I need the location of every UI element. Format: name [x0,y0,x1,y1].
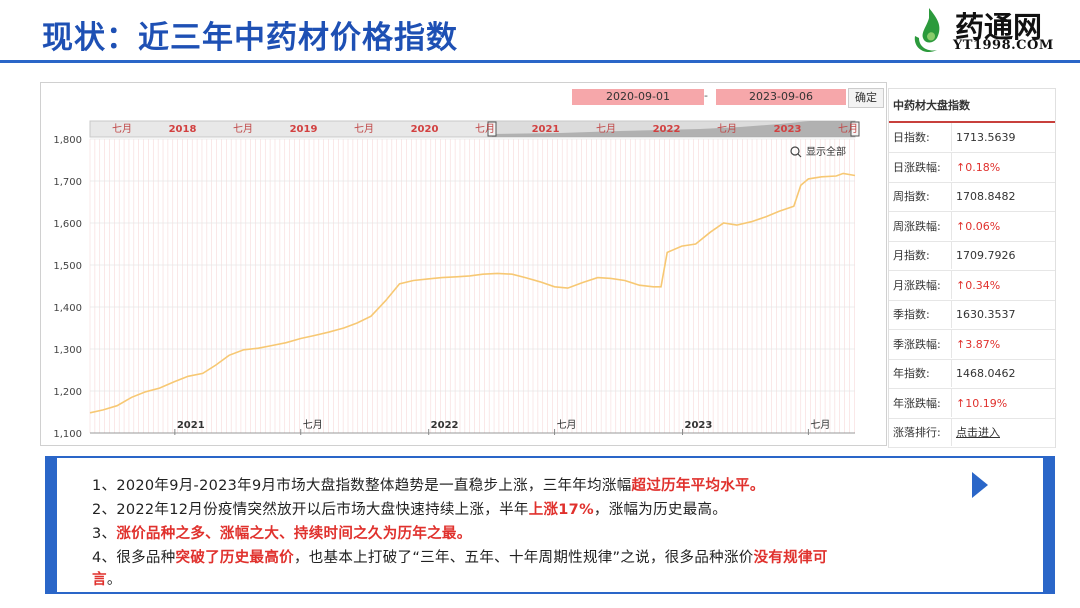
panel-row-label: 季涨跌幅: [893,337,941,351]
panel-row-label: 年涨跌幅: [893,396,941,410]
date-separator: - [704,89,708,102]
body-text: 3、 [92,526,117,542]
start-date-input[interactable]: 2020-09-01 [572,89,704,105]
panel-row: 日指数: 1713.5639 [889,123,1055,153]
panel-row: 周涨跌幅: ↑0.06% [889,211,1055,242]
highlight-text: 没有规律可 [753,550,828,566]
highlight-text: 上涨17% [528,502,594,518]
summary-line: 2、2022年12月份疫情突然放开以后市场大盘快速持续上涨，半年上涨17%，涨幅… [92,498,727,519]
chart-frame [40,82,887,446]
panel-row: 季指数: 1630.3537 [889,300,1055,330]
body-text: ，涨幅为历史最高。 [593,502,728,518]
panel-row-value: 1713.5639 [951,123,1051,151]
panel-row[interactable]: 涨落排行: 点击进入 [889,418,1055,448]
arrow-right-icon [972,472,988,498]
body-text: 2、2022年12月份疫情突然放开以后市场大盘快速持续上涨，半年 [92,502,529,518]
ranking-link[interactable]: 点击进入 [951,418,1051,446]
panel-row-value: ↑3.87% [951,329,1051,358]
panel-title: 中药材大盘指数 [889,89,1055,123]
panel-row: 季涨跌幅: ↑3.87% [889,329,1055,360]
logo-name: 药通网 [955,10,1043,44]
panel-row-label: 年指数: [893,367,930,380]
body-text: ，也基本上打破了“三年、五年、十年周期性规律”之说，很多品种涨价 [293,550,754,566]
logo-url: YT1998.COM [953,38,1054,53]
index-panel: 中药材大盘指数 日指数: 1713.5639 日涨跌幅: ↑0.18% 周指数: 1708… [888,88,1056,448]
confirm-button[interactable]: 确定 [848,88,884,108]
summary-box [45,456,1055,594]
panel-row-value: 1708.8482 [951,182,1051,210]
panel-row-value: ↑0.34% [951,270,1051,299]
panel-row-value: 1468.0462 [951,359,1051,387]
panel-row-label: 周指数: [893,190,930,203]
summary-line: 言。 [92,568,122,589]
highlight-text: 言 [92,572,107,588]
body-text: 1、2020年9月-2023年9月市场大盘指数整体趋势是一直稳步上涨，三年年均涨… [92,478,632,494]
panel-row-value: ↑0.06% [951,211,1051,240]
summary-box-right-bar [1043,456,1055,594]
leaf-swirl-icon [914,8,940,53]
panel-row: 月指数: 1709.7926 [889,241,1055,271]
summary-line: 3、涨价品种之多、涨幅之大、持续时间之久为历年之最。 [92,522,472,543]
panel-row-value: 1709.7926 [951,241,1051,269]
summary-line: 1、2020年9月-2023年9月市场大盘指数整体趋势是一直稳步上涨，三年年均涨… [92,474,765,495]
panel-row: 周指数: 1708.8482 [889,182,1055,212]
panel-row-label: 日涨跌幅: [893,160,941,174]
title-divider [0,60,1080,63]
panel-row: 日涨跌幅: ↑0.18% [889,152,1055,183]
panel-row-value: ↑0.18% [951,152,1051,181]
logo: 药通网 YT1998.COM [905,2,1077,60]
end-date-input[interactable]: 2023-09-06 [716,89,846,105]
panel-row: 月涨跌幅: ↑0.34% [889,270,1055,301]
body-text: 4、很多品种 [92,550,176,566]
highlight-text: 超过历年平均水平。 [631,478,765,494]
highlight-text: 涨价品种之多、涨幅之大、持续时间之久为历年之最。 [116,526,472,542]
panel-row-label: 季指数: [893,308,930,321]
panel-row-value: 1630.3537 [951,300,1051,328]
panel-row-label: 月涨跌幅: [893,278,941,292]
panel-row-label: 周涨跌幅: [893,219,941,233]
body-text: 。 [106,572,122,588]
summary-line: 4、很多品种突破了历史最高价，也基本上打破了“三年、五年、十年周期性规律”之说，… [92,546,828,567]
panel-row-value: ↑10.19% [951,388,1051,417]
highlight-text: 突破了历史最高价 [175,550,294,566]
panel-row-label: 月指数: [893,249,930,262]
page-title: 现状：近三年中药材价格指数 [42,20,458,56]
panel-row: 年涨跌幅: ↑10.19% [889,388,1055,419]
panel-row-label: 日指数: [893,131,930,144]
summary-box-left-bar [45,456,57,594]
panel-row: 年指数: 1468.0462 [889,359,1055,389]
panel-row-label: 涨落排行: [893,426,941,439]
